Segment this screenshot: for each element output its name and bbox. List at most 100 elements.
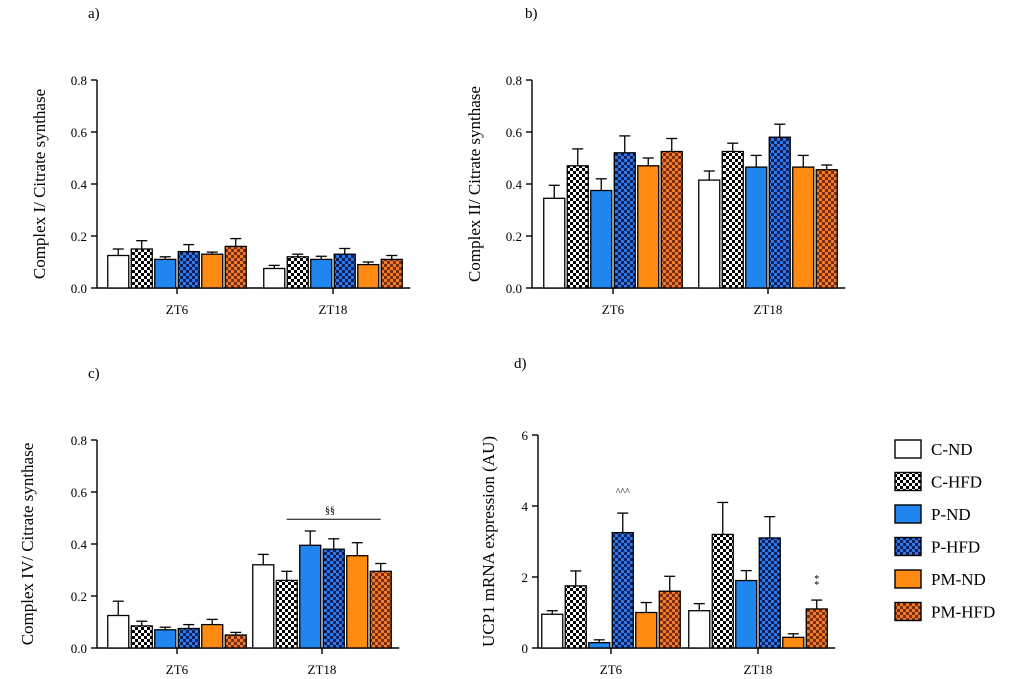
bar-pm-nd-zt6 [635,611,658,649]
x-tick-label: ZT6 [166,302,189,317]
bar-pm-hfd-zt18 [805,608,828,649]
y-tick-label: 0.0 [71,641,87,656]
bar-p-nd-zt18 [735,579,758,649]
legend-label-c-hfd: C-HFD [931,473,982,492]
y-axis-label: UCP1 mRNA expression (AU) [479,436,498,647]
y-tick-label: 0.0 [71,281,87,296]
bar-p-hfd-zt6 [613,152,636,289]
y-tick-label: 0.2 [506,229,522,244]
chart-panel-d: d) 0 2 4 6 UCP1 mRNA expression (AU) ZT6 ZT18 ^^… [479,356,836,677]
bar-p-nd-zt6 [590,189,613,289]
y-tick-label: 0.8 [506,73,522,88]
bar-p-nd-zt6 [154,258,177,289]
bar-pm-hfd-zt6 [224,634,247,649]
bar-c-hfd-zt18 [275,579,298,649]
x-tick-label: ZT18 [754,302,783,317]
bar-pm-nd-zt6 [201,623,224,649]
legend-swatch-c-nd [894,439,922,459]
bar-pm-nd-zt18 [782,636,805,649]
significance-label: * [814,580,819,591]
y-tick-label: 0.4 [71,537,88,552]
bar-pm-hfd-zt18 [815,169,838,289]
y-tick-label: 4 [522,499,529,514]
legend-label-pm-nd: PM-ND [931,570,986,589]
bar-pm-nd-zt6 [201,253,224,289]
bar-p-hfd-zt18 [758,537,781,649]
y-tick-label: 0.4 [506,177,523,192]
legend-swatch-p-nd [894,504,922,524]
bar-c-nd-zt6 [541,613,564,649]
bar-pm-hfd-zt18 [369,570,392,649]
y-tick-label: 0.8 [71,73,87,88]
y-tick-label: 0 [522,641,529,656]
bar-c-nd-zt18 [688,610,711,649]
y-axis-label: Complex IV/ Citrate synthase [18,443,37,646]
legend-label-p-hfd: P-HFD [931,538,980,557]
bar-p-hfd-zt18 [322,548,345,649]
bar-pm-nd-zt18 [792,166,815,289]
x-tick-label: ZT6 [600,662,623,677]
y-tick-label: 0.6 [506,125,523,140]
chart-panel-c: c) 0.0 0.2 0.4 0.6 0.8 Complex IV/ Citrate syn… [18,366,400,677]
bar-pm-hfd-zt18 [380,258,403,289]
bar-c-nd-zt6 [107,614,130,649]
y-tick-label: 0.6 [71,125,88,140]
bar-pm-hfd-zt6 [224,245,247,289]
bar-pm-hfd-zt6 [658,590,681,649]
bar-p-hfd-zt6 [177,250,200,289]
legend-label-p-nd: P-ND [931,505,971,524]
bar-p-hfd-zt6 [177,627,200,649]
bar-c-nd-zt18 [263,267,286,289]
bar-p-nd-zt18 [310,258,333,289]
bar-p-hfd-zt18 [768,136,791,289]
significance-label: ^^^ [616,487,630,498]
y-tick-label: 6 [522,428,529,443]
legend-swatch-pm-hfd [894,601,922,622]
y-axis-label: Complex I/ Citrate synthase [30,89,49,279]
bar-p-nd-zt6 [154,629,177,649]
legend-swatch-c-hfd [894,471,922,492]
x-tick-label: ZT18 [308,662,337,677]
legend-label-c-nd: C-ND [931,440,973,459]
x-tick-label: ZT18 [319,302,348,317]
bar-c-hfd-zt18 [721,150,744,289]
bar-pm-nd-zt18 [346,555,369,649]
bar-p-nd-zt6 [588,642,611,649]
x-tick-label: ZT6 [166,662,189,677]
significance-label: * [814,574,819,585]
y-axis-label: Complex II/ Citrate synthase [465,86,484,282]
bar-c-hfd-zt6 [130,625,153,649]
bar-p-hfd-zt18 [333,253,356,289]
bar-c-hfd-zt18 [286,256,309,289]
bar-p-hfd-zt6 [611,531,634,649]
significance-label: §§ [325,505,335,516]
panel-label: b) [525,6,538,22]
y-tick-label: 0.0 [506,281,522,296]
x-tick-label: ZT6 [602,302,625,317]
chart-panel-a: a) 0.0 0.2 0.4 0.6 0.8 Complex I/ Citrate synt… [30,6,411,317]
chart-panel-b: b) 0.0 0.2 0.4 0.6 0.8 Complex II/ Citrate syn… [465,6,846,317]
legend-swatch-p-hfd [894,536,922,557]
bar-c-nd-zt6 [107,254,130,289]
y-tick-label: 0.6 [71,485,88,500]
y-tick-label: 2 [522,570,529,585]
x-tick-label: ZT18 [744,662,773,677]
panel-label: a) [88,6,100,22]
bar-c-nd-zt18 [252,564,275,649]
y-tick-label: 0.4 [71,177,88,192]
bar-c-hfd-zt6 [130,248,153,289]
y-tick-label: 0.2 [71,589,87,604]
bar-c-hfd-zt18 [711,533,734,649]
bar-pm-nd-zt18 [357,263,380,289]
bar-p-nd-zt18 [745,166,768,289]
bar-pm-hfd-zt6 [660,150,683,289]
y-tick-label: 0.2 [71,229,87,244]
bar-pm-nd-zt6 [637,165,660,289]
bar-c-hfd-zt6 [566,165,589,289]
bar-c-nd-zt18 [698,179,721,289]
panel-label: d) [514,356,527,372]
legend-swatch-pm-nd [894,569,922,589]
bar-p-nd-zt18 [299,544,322,649]
legend: C-ND C-HFD P-ND P-HFD PM-ND PM-HFD [894,439,995,622]
